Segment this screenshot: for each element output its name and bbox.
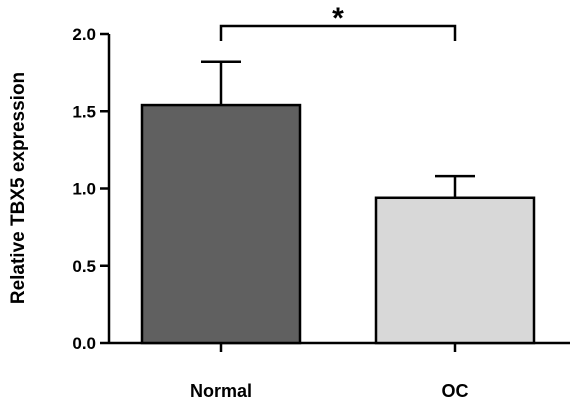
y-tick-label: 2.0: [72, 25, 96, 44]
significance-label: *: [332, 2, 344, 35]
bars: [140, 60, 536, 345]
y-ticks: 0.0 0.5 1.0 1.5 2.0: [72, 25, 109, 353]
y-tick-label: 0.5: [72, 257, 96, 276]
y-axis-title: Relative TBX5 expression: [8, 72, 29, 304]
y-tick-label: 1.0: [72, 180, 96, 199]
x-tick-label: Normal: [190, 381, 252, 401]
significance-bracket: *: [219, 2, 457, 41]
significance-line: [219, 24, 457, 41]
x-ticks: Normal OC: [190, 343, 469, 401]
x-tick-label: OC: [442, 381, 469, 401]
y-tick-label: 0.0: [72, 334, 96, 353]
bar-oc: [374, 196, 536, 345]
y-tick-label: 1.5: [72, 102, 96, 121]
bar-normal: [140, 103, 302, 345]
